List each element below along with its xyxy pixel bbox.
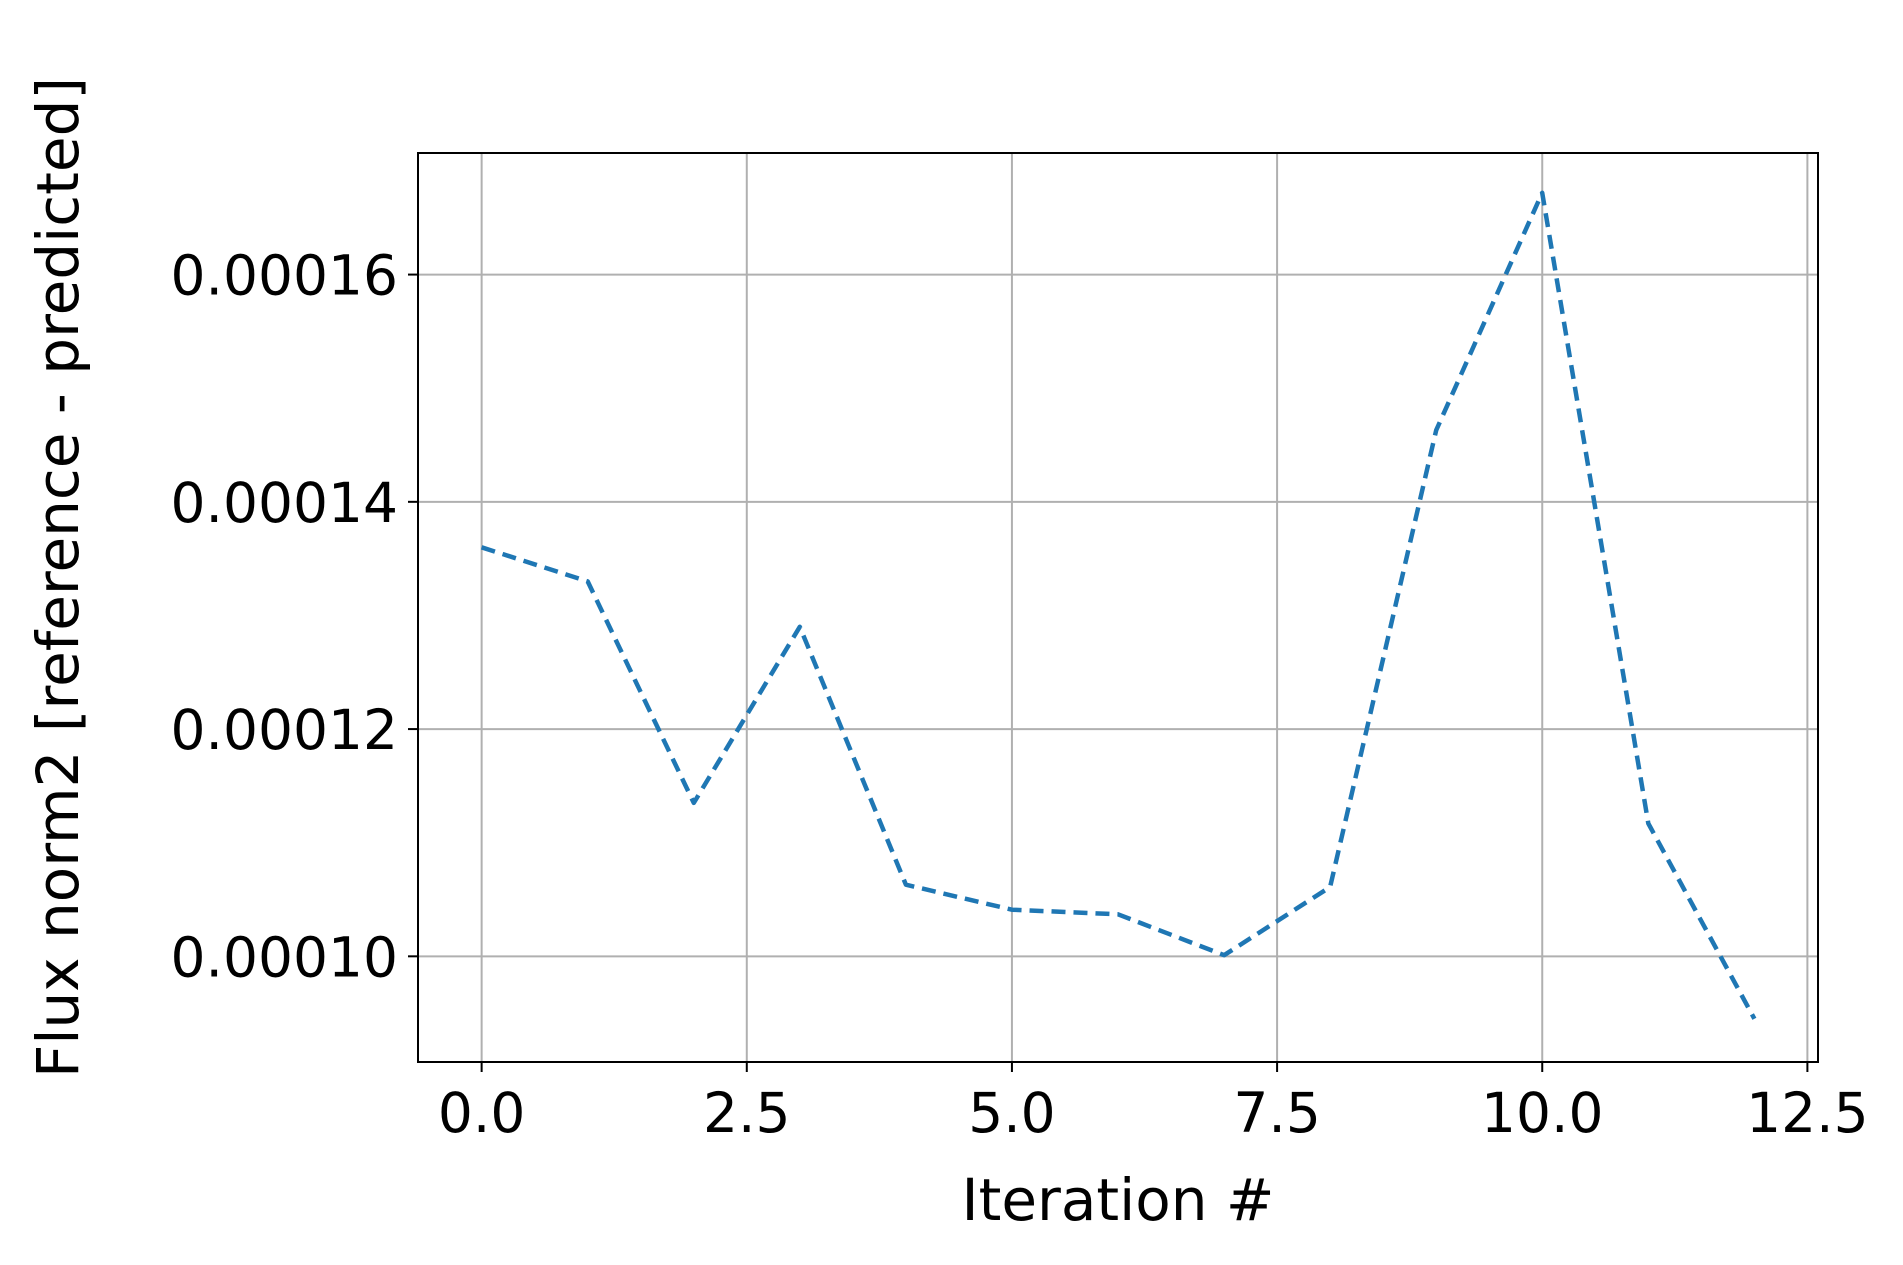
data-point — [1011, 909, 1012, 910]
data-point — [481, 547, 482, 548]
data-point — [905, 884, 906, 885]
data-point — [1224, 955, 1225, 956]
x-tick-label: 5.0 — [968, 1081, 1055, 1145]
x-tick-label: 2.5 — [703, 1081, 790, 1145]
data-point — [1648, 823, 1649, 824]
data-point — [587, 581, 588, 582]
data-point — [1542, 192, 1543, 193]
data-point — [1436, 430, 1437, 431]
grid — [418, 153, 1818, 1062]
x-tick-label: 12.5 — [1746, 1081, 1868, 1145]
series-layer — [480, 190, 1757, 1020]
data-point — [1330, 887, 1331, 888]
y-tick-label: 0.00016 — [171, 244, 398, 308]
x-tick-label: 0.0 — [438, 1081, 525, 1145]
y-tick-label: 0.00010 — [171, 925, 398, 989]
x-axis-label: Iteration # — [961, 1166, 1274, 1234]
plot-frame — [417, 152, 1819, 1063]
data-point — [799, 626, 800, 627]
x-tick-label: 7.5 — [1233, 1081, 1320, 1145]
x-tick-label: 10.0 — [1481, 1081, 1603, 1145]
y-tick-label: 0.00014 — [171, 471, 398, 535]
data-point — [1118, 914, 1119, 915]
data-point — [693, 802, 694, 803]
y-tick-label: 0.00012 — [171, 698, 398, 762]
data-point — [1754, 1018, 1755, 1019]
y-axis-label: Flux norm2 [reference - predicted] — [24, 77, 92, 1078]
ticks: 0.0 2.5 5.0 7.5 10.0 12.5 0.00010 0.00012 0.0001… — [171, 244, 1869, 1145]
series-line — [480, 190, 1757, 1020]
